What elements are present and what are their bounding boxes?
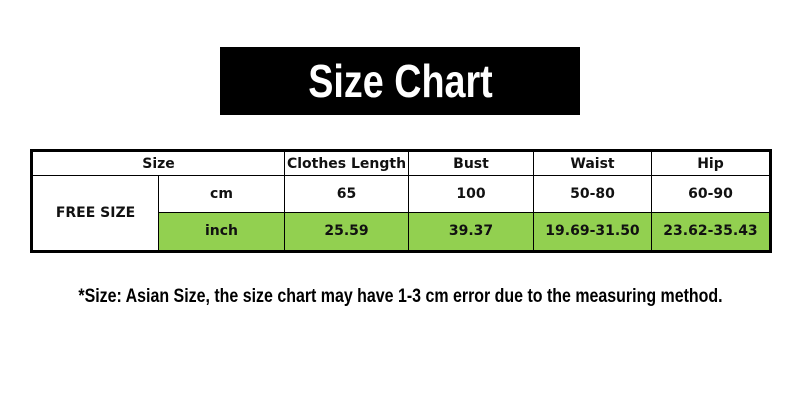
value-cell: 65 bbox=[284, 175, 409, 213]
column-header: Clothes Length bbox=[284, 150, 409, 176]
value-cell: 60-90 bbox=[651, 175, 771, 213]
size-table: Size Clothes Length Bust Waist Hip FREE … bbox=[30, 149, 772, 253]
value-cell: 39.37 bbox=[408, 211, 534, 253]
column-header: Bust bbox=[408, 150, 534, 176]
value-cell: 100 bbox=[408, 175, 534, 213]
size-note-text: *Size: Asian Size, the size chart may ha… bbox=[77, 286, 723, 307]
column-header: Hip bbox=[651, 150, 771, 176]
title-banner: Size Chart bbox=[220, 47, 580, 115]
page-title: Size Chart bbox=[307, 55, 493, 107]
size-label: FREE SIZE bbox=[31, 175, 159, 252]
size-header: Size bbox=[31, 150, 285, 176]
value-cell: 19.69-31.50 bbox=[533, 211, 652, 253]
column-header: Waist bbox=[533, 150, 652, 176]
table-row-cm: FREE SIZE cm 65 100 50-80 60-90 bbox=[31, 175, 771, 252]
value-cell: 23.62-35.43 bbox=[651, 211, 771, 253]
value-cell: 25.59 bbox=[284, 211, 409, 253]
header-row: Size Clothes Length Bust Waist Hip bbox=[31, 150, 771, 176]
unit-cell: cm bbox=[158, 175, 285, 213]
unit-cell: inch bbox=[158, 211, 285, 253]
table-row-inch: inch 25.59 39.37 19.69-31.50 23.62-35.43 bbox=[31, 211, 771, 253]
value-cell: 50-80 bbox=[533, 175, 652, 213]
size-note: *Size: Asian Size, the size chart may ha… bbox=[0, 286, 800, 308]
